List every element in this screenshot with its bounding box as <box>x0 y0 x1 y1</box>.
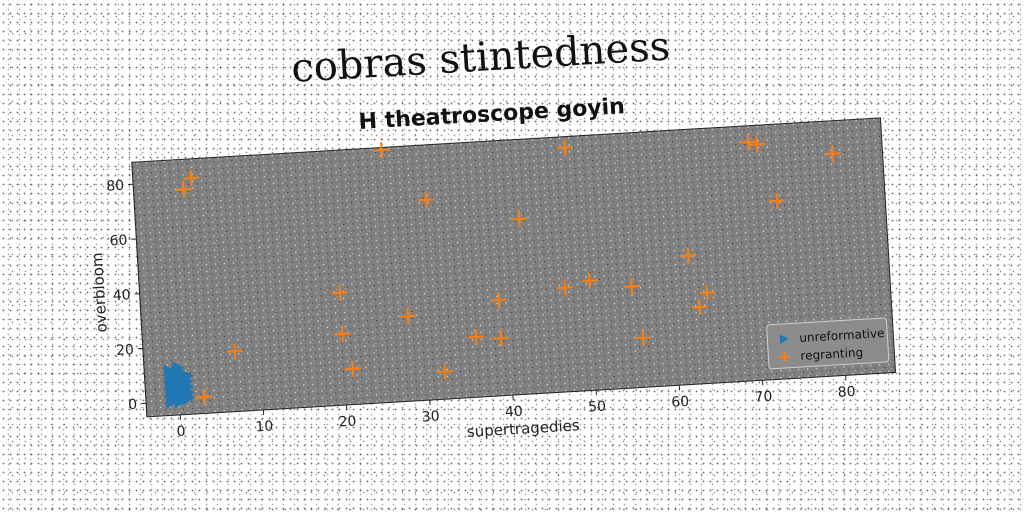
plus-v-stroke <box>443 363 447 380</box>
regranting-point <box>183 169 200 187</box>
plus-v-stroke <box>181 181 185 198</box>
data-marks <box>163 134 841 409</box>
plus-v-stroke <box>686 247 690 264</box>
plus-v-stroke <box>499 330 503 347</box>
regranting-point <box>748 136 765 153</box>
plus-v-stroke <box>698 299 702 316</box>
regranting-point <box>331 284 348 301</box>
axis-ticks: 0 10 20 30 40 50 60 70 80 0 20 40 60 80 <box>106 178 856 441</box>
x-tick-label: 80 <box>837 384 856 401</box>
y-tick-label: 80 <box>106 178 125 195</box>
y-axis-label: overbloom <box>88 252 111 333</box>
x-tick-label: 10 <box>255 418 274 435</box>
regranting-point <box>581 272 598 289</box>
plus-v-stroke <box>831 145 834 162</box>
legend-marker-unreformative <box>779 334 789 345</box>
x-axis-label: supertragedies <box>466 416 580 441</box>
regranting-point <box>226 343 243 360</box>
y-tick-label: 0 <box>128 397 138 414</box>
regranting-point <box>493 330 510 347</box>
legend-box <box>766 317 890 370</box>
unreformative-point <box>163 364 177 379</box>
plus-v-stroke <box>588 272 592 289</box>
regranting-point <box>768 192 785 209</box>
plus-v-stroke <box>563 139 567 156</box>
x-tick-label: 30 <box>421 409 440 426</box>
legend-label: unreformative <box>799 326 885 345</box>
y-tick-label: 40 <box>112 287 131 304</box>
plus-v-stroke <box>189 169 193 187</box>
regranting-point <box>399 308 417 325</box>
plus-v-stroke <box>517 210 521 228</box>
x-tick-label: 40 <box>505 404 524 421</box>
regranting-point <box>740 134 757 151</box>
regranting-point <box>824 145 841 162</box>
x-tick-label: 70 <box>754 389 773 406</box>
legend-marker-regranting <box>779 351 790 363</box>
plus-v-stroke <box>340 325 344 342</box>
regranting-point <box>196 388 213 406</box>
plus-v-stroke <box>474 328 478 345</box>
x-tick-label: 0 <box>176 424 186 441</box>
unreformative-point <box>172 361 185 376</box>
plot-area <box>131 117 897 418</box>
plus-v-stroke <box>233 343 237 360</box>
y-tick-label: 20 <box>116 342 135 359</box>
regranting-point <box>556 279 573 296</box>
regranting-point <box>490 291 507 308</box>
plus-v-stroke <box>783 351 786 363</box>
plus-v-stroke <box>338 284 342 301</box>
plus-v-stroke <box>755 136 759 153</box>
plus-v-stroke <box>641 329 645 347</box>
unreformative-point <box>180 369 194 384</box>
regranting-point <box>623 278 640 295</box>
legend-label: regranting <box>800 345 864 363</box>
plus-v-stroke <box>563 279 567 296</box>
regranting-point <box>344 360 361 377</box>
regranting-point <box>436 363 453 380</box>
regranting-point <box>373 142 390 159</box>
plus-v-stroke <box>202 388 206 406</box>
plus-v-stroke <box>351 360 355 377</box>
regranting-point <box>418 191 435 208</box>
y-tick-label: 60 <box>109 233 128 250</box>
regranting-point <box>699 284 716 301</box>
regranting-point <box>468 328 485 345</box>
x-tick-label: 20 <box>338 413 357 430</box>
x-tick-label: 50 <box>588 399 607 416</box>
plus-v-stroke <box>406 308 410 325</box>
regranting-point <box>635 329 652 347</box>
plot-group: 0 10 20 30 40 50 60 70 80 0 20 40 60 80 supertragedie… <box>88 117 897 441</box>
regranting-point <box>175 181 192 198</box>
regranting-point <box>511 210 528 228</box>
regranting-point <box>334 325 351 342</box>
regranting-point <box>556 139 574 156</box>
plus-v-stroke <box>746 134 750 151</box>
regranting-point <box>691 299 708 316</box>
plus-v-stroke <box>424 191 428 208</box>
plus-v-stroke <box>775 192 779 209</box>
plus-v-stroke <box>497 291 501 308</box>
plus-v-stroke <box>380 142 383 159</box>
plus-v-stroke <box>705 284 709 301</box>
plus-v-stroke <box>630 278 634 295</box>
x-tick-label: 60 <box>671 394 690 411</box>
regranting-point <box>680 247 697 264</box>
